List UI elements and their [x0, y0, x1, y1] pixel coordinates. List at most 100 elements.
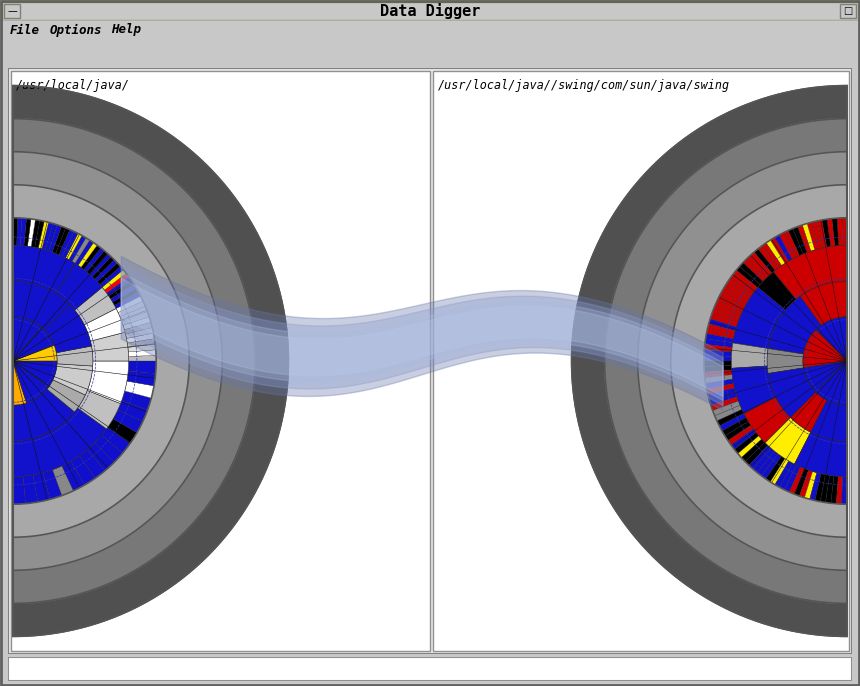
Polygon shape	[81, 245, 101, 270]
Polygon shape	[84, 309, 125, 341]
Polygon shape	[745, 442, 768, 465]
Polygon shape	[709, 319, 736, 331]
Polygon shape	[62, 461, 84, 490]
Polygon shape	[65, 233, 82, 259]
Polygon shape	[92, 257, 114, 279]
Polygon shape	[771, 237, 789, 263]
Polygon shape	[572, 86, 847, 637]
Text: /usr/local/java/: /usr/local/java/	[16, 79, 130, 92]
Polygon shape	[744, 397, 790, 442]
Bar	[840, 4, 856, 18]
Polygon shape	[44, 305, 91, 353]
Polygon shape	[128, 361, 157, 373]
Polygon shape	[113, 288, 138, 305]
Polygon shape	[708, 388, 735, 400]
Polygon shape	[842, 477, 847, 504]
Polygon shape	[23, 475, 38, 504]
Polygon shape	[714, 305, 740, 319]
Polygon shape	[728, 279, 752, 298]
Polygon shape	[749, 445, 771, 469]
Polygon shape	[87, 250, 108, 274]
Polygon shape	[736, 266, 760, 287]
Polygon shape	[713, 401, 740, 416]
Polygon shape	[703, 217, 847, 504]
Polygon shape	[753, 448, 774, 473]
Polygon shape	[783, 230, 800, 257]
Polygon shape	[46, 224, 58, 251]
Polygon shape	[13, 152, 223, 570]
Polygon shape	[121, 311, 149, 325]
Polygon shape	[121, 257, 723, 411]
Text: □: □	[844, 6, 852, 16]
Text: File: File	[10, 23, 40, 36]
Bar	[11, 71, 430, 651]
Polygon shape	[49, 225, 62, 252]
Polygon shape	[795, 469, 808, 496]
Polygon shape	[128, 350, 157, 357]
Polygon shape	[13, 408, 107, 477]
Polygon shape	[116, 296, 143, 313]
Polygon shape	[730, 274, 755, 294]
Polygon shape	[804, 471, 817, 499]
Polygon shape	[125, 322, 152, 334]
Polygon shape	[123, 317, 150, 329]
Polygon shape	[121, 272, 723, 401]
Polygon shape	[78, 243, 97, 268]
Polygon shape	[820, 475, 830, 503]
Text: —: —	[7, 6, 17, 16]
Polygon shape	[111, 284, 136, 302]
Polygon shape	[710, 392, 737, 405]
Polygon shape	[768, 296, 821, 354]
Polygon shape	[707, 383, 734, 394]
Polygon shape	[95, 436, 123, 462]
Text: /usr/local/java//swing/com/sun/java/swing: /usr/local/java//swing/com/sun/java/swin…	[438, 79, 730, 92]
Polygon shape	[803, 330, 847, 368]
Polygon shape	[704, 344, 732, 352]
Polygon shape	[706, 329, 734, 339]
Polygon shape	[129, 355, 157, 361]
Polygon shape	[118, 301, 145, 317]
Polygon shape	[13, 361, 57, 387]
Polygon shape	[13, 119, 255, 604]
Polygon shape	[765, 418, 811, 464]
Polygon shape	[75, 240, 94, 265]
Polygon shape	[13, 281, 70, 330]
Polygon shape	[746, 255, 769, 279]
Polygon shape	[52, 364, 93, 395]
Polygon shape	[122, 391, 151, 410]
Polygon shape	[703, 361, 731, 366]
Polygon shape	[708, 324, 735, 335]
Polygon shape	[790, 392, 827, 432]
Polygon shape	[832, 218, 838, 246]
Polygon shape	[704, 370, 732, 378]
Polygon shape	[88, 442, 114, 471]
Polygon shape	[750, 252, 772, 276]
Polygon shape	[836, 476, 843, 504]
Polygon shape	[13, 345, 57, 361]
Polygon shape	[121, 264, 723, 405]
Polygon shape	[815, 474, 826, 501]
Polygon shape	[826, 475, 834, 504]
Polygon shape	[104, 273, 129, 293]
Polygon shape	[703, 355, 731, 361]
Polygon shape	[114, 410, 143, 433]
Polygon shape	[69, 235, 86, 261]
Polygon shape	[13, 361, 27, 405]
Polygon shape	[720, 291, 746, 308]
Polygon shape	[56, 346, 93, 366]
Polygon shape	[108, 281, 134, 299]
Polygon shape	[90, 332, 129, 361]
Polygon shape	[34, 220, 44, 248]
Text: Options: Options	[50, 23, 102, 36]
Polygon shape	[710, 314, 738, 327]
Polygon shape	[87, 361, 129, 403]
Polygon shape	[77, 390, 120, 429]
Polygon shape	[126, 333, 155, 343]
Polygon shape	[13, 217, 157, 504]
Polygon shape	[816, 317, 847, 361]
Polygon shape	[13, 217, 17, 246]
Polygon shape	[799, 470, 813, 498]
Polygon shape	[767, 348, 803, 373]
Polygon shape	[47, 380, 85, 412]
Polygon shape	[725, 283, 750, 301]
